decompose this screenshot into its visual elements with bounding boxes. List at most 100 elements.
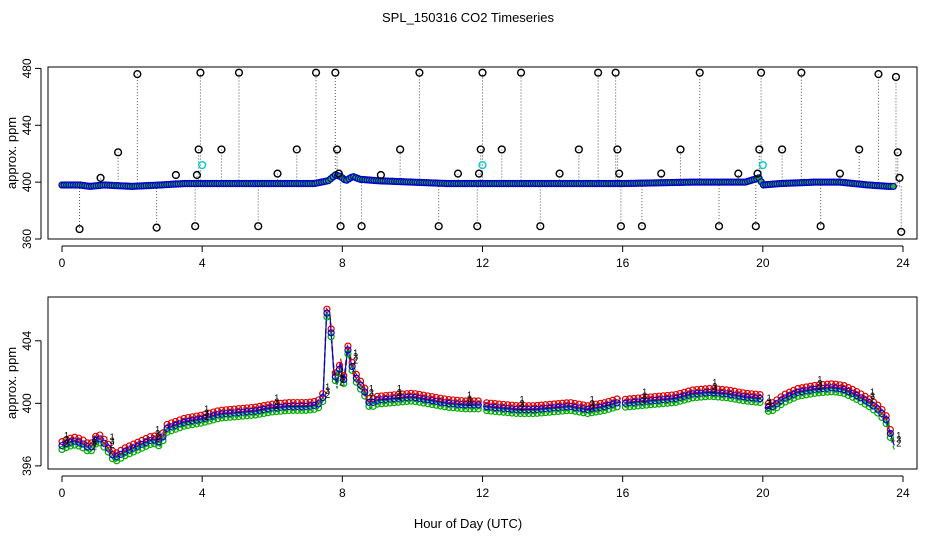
series-2-marker [159,437,167,445]
series-1-label: 1 [110,432,115,442]
spike-point [895,173,904,182]
series-1-marker [840,382,848,390]
series-2-label: 2 [353,356,358,366]
series-1-label: 1 [870,387,875,397]
series-1-marker [466,397,474,405]
series-1-label: 1 [64,431,69,441]
spike-point [254,222,263,231]
series-2-marker [546,408,554,416]
series-3-marker [693,389,701,398]
series-3-marker [529,405,537,414]
spike-point [192,170,202,180]
series-3-label: 3 [325,386,330,396]
series-1-label: 1 [817,374,822,384]
series-1-marker [289,398,297,407]
series-1-marker [407,389,415,397]
series-3-marker [83,443,91,451]
series-2-marker [764,407,773,415]
series-2-marker [588,409,596,417]
spike-point [311,68,321,77]
series-2-label: 2 [817,382,822,392]
bottom-series-lines [61,306,895,463]
series-1-marker [663,391,672,400]
series-2-marker [504,409,512,417]
series-1-marker [756,391,764,399]
series-2-marker [125,450,133,458]
series-1-marker [96,431,104,439]
series-3-marker [96,435,104,443]
series-2-label: 2 [397,392,402,402]
series-3-line [61,310,895,459]
series-2-marker [163,428,171,436]
series-1-marker [848,385,857,394]
series-1-marker [520,402,529,410]
series-3-marker [533,405,541,413]
series-2-marker [693,393,701,402]
series-2-marker [373,400,381,408]
series-3-marker [562,403,571,411]
series-1-marker [655,392,663,400]
series-1-marker [453,396,461,404]
spike-point [797,68,806,77]
series-1-marker [558,399,566,407]
series-2-marker [491,407,499,416]
series-3-label: 3 [467,394,472,404]
series-3-marker [235,408,243,417]
series-3-marker [121,448,129,456]
series-2-marker [239,412,247,420]
series-3-marker [247,407,255,416]
series-2-marker [222,414,230,422]
series-3-marker [403,393,411,402]
series-1-marker [373,392,381,400]
series-2-label: 2 [339,377,344,387]
series-3-marker [659,396,667,404]
series-1-marker [390,391,398,399]
series-1-marker [878,405,886,414]
series-3-marker [293,402,302,411]
cyan-point [198,160,207,170]
top-plot-frame [47,66,918,240]
series-1-marker [504,401,512,409]
series-1-marker [827,380,836,388]
top-y-tick-label: 400 [20,172,34,192]
series-1-marker [142,434,150,443]
series-3-marker [714,389,722,397]
series-3-marker [554,403,562,412]
top-y-tick-label: 440 [20,115,34,135]
series-3-marker [537,405,545,413]
series-3-marker [386,395,394,403]
series-2-marker [592,408,600,416]
series-3-marker [705,388,714,397]
spike-point [113,148,123,157]
series-3-marker [348,362,356,371]
top-x-axis: 0 4 8 12 16 20 24 [59,245,910,270]
series-2-marker [180,422,188,430]
series-1-label: 1 [325,382,330,392]
bottom-x-tick-label: 20 [756,486,770,500]
series-3-marker [462,401,470,409]
series-2-marker [138,444,146,452]
series-1-marker [718,385,726,394]
series-3-marker [668,395,676,403]
series-2-marker [230,413,239,421]
series-1-marker [571,399,579,408]
series-3-marker [150,436,159,444]
series-3-marker [743,393,752,401]
series-1-marker [386,391,394,399]
series-3-marker [491,403,499,412]
spike-point [555,169,564,178]
series-2-marker [390,399,398,407]
series-1-marker [693,386,701,394]
series-1-label: 1 [369,384,374,394]
series-1-label: 1 [642,387,647,397]
spike-point [574,145,583,154]
series-1-marker [394,390,403,399]
series-2-marker [243,412,251,420]
series-2-marker [96,439,104,447]
spike-point [96,173,105,182]
series-3-marker [75,438,83,446]
series-1-marker [748,390,756,398]
top-y-tick-label: 480 [20,58,34,78]
series-1-marker [319,390,327,398]
